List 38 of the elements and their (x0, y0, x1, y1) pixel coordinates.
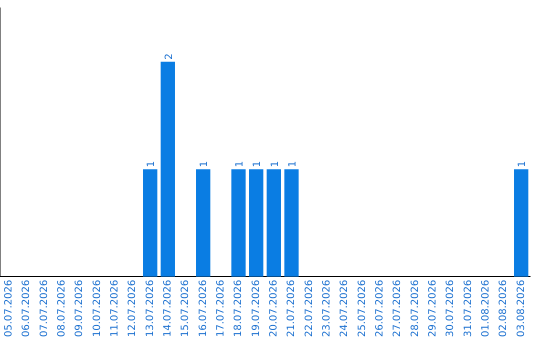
x-tick-label: 18.07.2026 (233, 280, 244, 338)
x-tick-label: 06.07.2026 (21, 280, 32, 338)
x-tick-label: 09.07.2026 (74, 280, 86, 338)
data-label: 1 (252, 160, 264, 168)
data-label: 1 (199, 160, 210, 168)
x-tick-label: 05.07.2026 (3, 280, 14, 338)
data-label: 1 (146, 160, 158, 168)
x-tick-label: 30.07.2026 (445, 280, 456, 338)
x-tick-label: 29.07.2026 (427, 280, 438, 338)
x-tick-label: 19.07.2026 (250, 280, 262, 338)
data-label: 2 (164, 53, 175, 60)
data-label: 1 (270, 160, 281, 168)
x-tick-label: 01.08.2026 (480, 280, 492, 338)
data-label: 1 (288, 160, 298, 168)
x-tick-label: 26.07.2026 (374, 280, 386, 338)
x-tick-label: 21.07.2026 (286, 280, 298, 338)
data-label: 1 (234, 160, 246, 168)
x-tick-label: 17.07.2026 (215, 280, 226, 338)
x-tick-label: 24.07.2026 (339, 280, 350, 338)
x-tick-label: 28.07.2026 (410, 280, 421, 338)
x-tick-label: 02.08.2026 (498, 280, 510, 338)
x-tick-label: 03.08.2026 (516, 280, 527, 338)
data-label: 1 (517, 160, 528, 168)
x-tick-label: 11.07.2026 (109, 280, 120, 338)
x-tick-label: 20.07.2026 (268, 280, 280, 338)
x-tick-label: 27.07.2026 (392, 280, 404, 338)
x-tick-label: 31.07.2026 (462, 280, 474, 338)
x-tick-label: 14.07.2026 (162, 280, 174, 338)
x-tick-label: 08.07.2026 (56, 280, 68, 338)
x-tick-label: 16.07.2026 (198, 280, 209, 338)
x-tick-label: 07.07.2026 (38, 280, 50, 338)
x-tick-label: 10.07.2026 (92, 280, 103, 338)
x-tick-label: 25.07.2026 (356, 280, 368, 338)
x-tick-label: 15.07.2026 (180, 280, 192, 338)
x-tick-label: 12.07.2026 (127, 280, 138, 338)
x-tick-label: 22.07.2026 (304, 280, 315, 338)
x-tick-label: 23.07.2026 (321, 280, 332, 338)
x-tick-label: 13.07.2026 (144, 280, 156, 338)
